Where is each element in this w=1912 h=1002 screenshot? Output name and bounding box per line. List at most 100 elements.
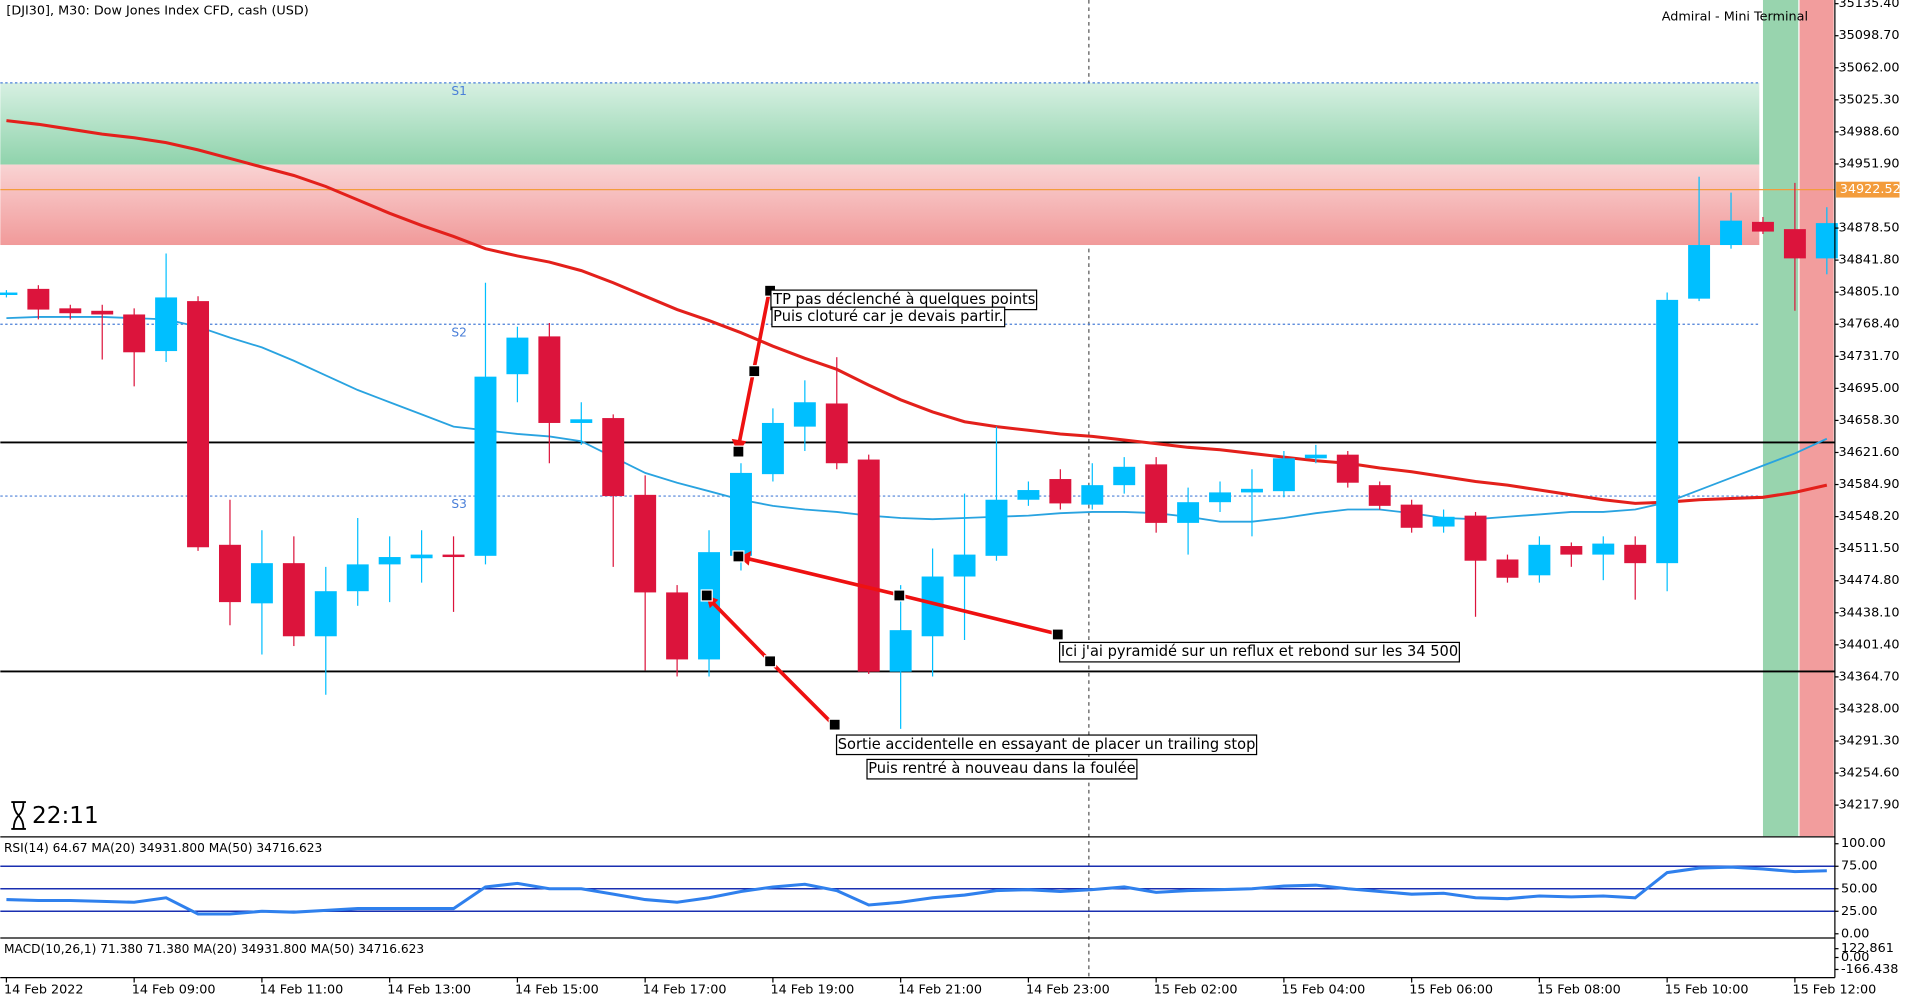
terminal-name: Admiral - Mini Terminal xyxy=(1662,10,1808,25)
y-tick-label: 34328.00 xyxy=(1839,701,1900,716)
y-tick-label: 34548.20 xyxy=(1839,509,1900,524)
candle-body xyxy=(570,419,593,423)
anchor xyxy=(748,365,761,378)
arrowhead xyxy=(739,550,752,566)
indicator-label: RSI(14) 64.67 MA(20) 34931.800 MA(50) 34… xyxy=(4,841,322,855)
candle-body xyxy=(985,499,1008,556)
y-tick-label: 100.00 xyxy=(1841,836,1886,851)
symbol-title: [DJI30], M30: Dow Jones Index CFD, cash … xyxy=(6,3,308,18)
candle-body xyxy=(1560,546,1583,555)
y-tick-label: 34768.40 xyxy=(1839,317,1900,332)
candle-body xyxy=(346,564,369,592)
anchor xyxy=(893,589,906,602)
y-tick-label: 35062.00 xyxy=(1839,60,1900,75)
candle-body xyxy=(1368,485,1391,506)
y-tick-label: 34584.90 xyxy=(1839,477,1900,492)
x-tick-label: 14 Feb 11:00 xyxy=(259,982,343,997)
annotation-box xyxy=(1059,641,1460,663)
candle-body xyxy=(698,552,721,660)
y-tick-label: 35135.40 xyxy=(1839,0,1900,11)
candle-body xyxy=(1336,454,1359,483)
zone xyxy=(0,82,1760,165)
candle-body xyxy=(825,403,848,464)
candle-body xyxy=(1113,466,1136,486)
candle-body xyxy=(634,494,657,593)
frame xyxy=(0,0,1836,979)
candle-body xyxy=(91,310,114,315)
y-tick-label: 34364.70 xyxy=(1839,669,1900,684)
candle-body xyxy=(219,544,241,603)
price-label-bg xyxy=(1836,181,1900,198)
candle-body xyxy=(123,314,146,353)
y-tick-label: 0.00 xyxy=(1841,926,1869,941)
y-tick-label: 34217.90 xyxy=(1839,798,1900,813)
y-tick-label: 34474.80 xyxy=(1839,573,1900,588)
candle-body xyxy=(1145,464,1168,523)
moving-average xyxy=(6,119,1828,505)
candle-body xyxy=(1209,492,1232,503)
anchor xyxy=(764,655,777,668)
candle-body xyxy=(410,554,433,559)
annotation-text: Puis rentré à nouveau dans la foulée xyxy=(868,760,1135,777)
candle-body xyxy=(1528,544,1551,576)
candle-body xyxy=(1783,229,1806,259)
x-tick-label: 14 Feb 09:00 xyxy=(132,982,216,997)
y-tick-label: 34621.60 xyxy=(1839,445,1900,460)
timer: 22:11 xyxy=(32,803,99,829)
zones xyxy=(0,82,1760,246)
candle-body xyxy=(666,592,689,660)
anchor xyxy=(700,589,713,602)
candle-body xyxy=(1656,299,1679,564)
candle-body xyxy=(27,288,50,310)
annotation-arrows xyxy=(700,284,1064,731)
annotation-box xyxy=(866,758,1138,780)
anchor xyxy=(732,550,745,563)
y-tick-label: 25.00 xyxy=(1841,904,1878,919)
candle-body xyxy=(1624,544,1647,564)
y-tick-label: 34951.90 xyxy=(1839,156,1900,171)
candle-body xyxy=(378,557,401,565)
x-tick-label: 14 Feb 21:00 xyxy=(898,982,982,997)
x-tick-label: 15 Feb 12:00 xyxy=(1792,982,1876,997)
candle-body xyxy=(0,292,18,295)
x-tick-label: 14 Feb 23:00 xyxy=(1026,982,1110,997)
candle-body xyxy=(1815,223,1838,259)
candle-body xyxy=(1720,220,1742,246)
x-tick-label: 15 Feb 02:00 xyxy=(1154,982,1238,997)
y-tick-label: 35025.30 xyxy=(1839,92,1900,107)
x-tick-label: 15 Feb 04:00 xyxy=(1281,982,1365,997)
y-tick-label: -166.438 xyxy=(1841,962,1898,977)
candle-body xyxy=(761,422,784,475)
candle-body xyxy=(730,472,752,556)
candle-body xyxy=(314,591,337,637)
candle-body xyxy=(187,301,210,548)
anchor xyxy=(1051,628,1064,641)
x-tick-label: 14 Feb 17:00 xyxy=(643,982,727,997)
candle-body xyxy=(1496,559,1519,578)
x-tick-label: 14 Feb 19:00 xyxy=(770,982,854,997)
candle-body xyxy=(442,554,465,558)
x-tick-label: 15 Feb 10:00 xyxy=(1665,982,1749,997)
candle-body xyxy=(953,554,976,577)
candle-body xyxy=(1049,479,1072,504)
y-tick-label: 34805.10 xyxy=(1839,285,1900,300)
x-tick-label: 15 Feb 06:00 xyxy=(1409,982,1493,997)
annotation-text: Puis cloturé car je devais partir. xyxy=(773,308,1003,325)
candle-body xyxy=(474,376,497,556)
x-tick-label: 15 Feb 08:00 xyxy=(1537,982,1621,997)
x-tick-label: 14 Feb 13:00 xyxy=(387,982,471,997)
y-tick-label: 50.00 xyxy=(1841,881,1878,896)
session-band xyxy=(1799,0,1834,837)
x-tick-label: 14 Feb 2022 xyxy=(4,982,84,997)
candle-body xyxy=(538,336,561,423)
annotation-text: TP pas déclenché à quelques points xyxy=(772,291,1035,308)
x-tick-label: 14 Feb 15:00 xyxy=(515,982,599,997)
candle-body xyxy=(1017,490,1040,500)
indicator-line xyxy=(6,865,1827,916)
level-label: S1 xyxy=(451,84,466,98)
session-band xyxy=(1762,0,1799,837)
